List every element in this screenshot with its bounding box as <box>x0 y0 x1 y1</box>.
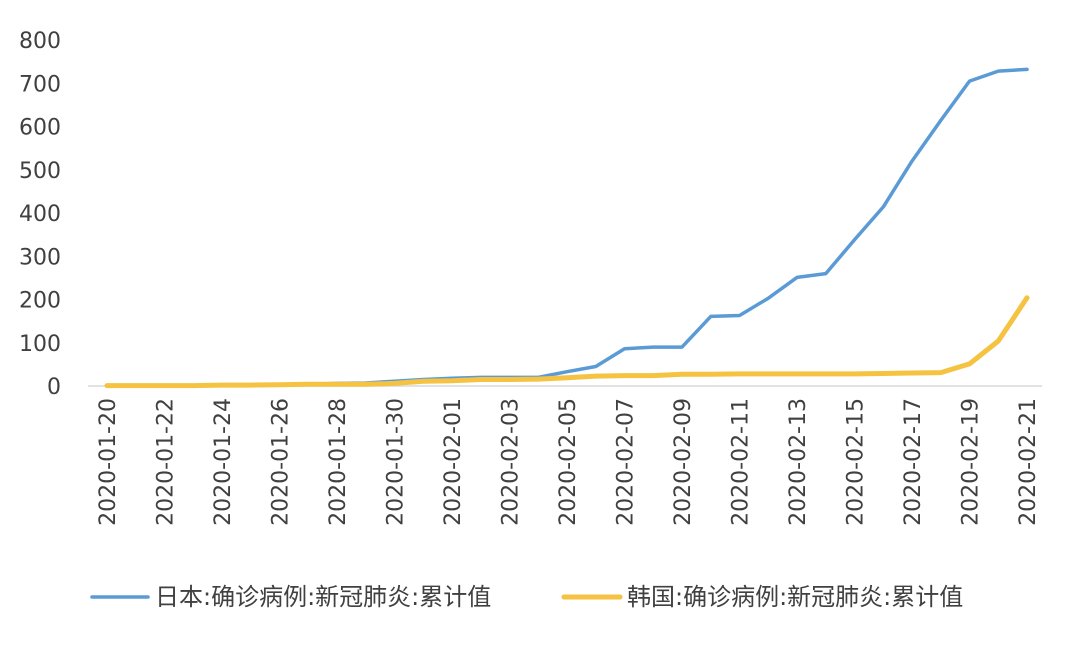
legend-label: 韩国:确诊病例:新冠肺炎:累计值 <box>627 583 963 611</box>
x-tick-label: 2020-01-22 <box>154 398 179 526</box>
series-lines <box>104 67 1030 389</box>
series-line-korea <box>104 295 1030 389</box>
x-tick-label: 2020-01-26 <box>269 398 294 526</box>
x-tick-label: 2020-02-11 <box>729 398 754 526</box>
x-tick-label: 2020-02-19 <box>959 398 984 526</box>
x-tick-label: 2020-02-13 <box>786 398 811 526</box>
y-tick-label: 400 <box>19 202 61 227</box>
x-axis-labels: 2020-01-20 2020-01-22 2020-01-24 2020-01-26… <box>96 398 1041 526</box>
x-tick-label: 2020-01-20 <box>96 398 121 526</box>
y-axis-labels: 0 100 200 300 400 500 600 700 800 <box>19 29 61 400</box>
x-tick-label: 2020-02-05 <box>556 398 581 526</box>
x-tick-label: 2020-01-24 <box>211 398 236 526</box>
legend-label: 日本:确诊病例:新冠肺炎:累计值 <box>155 583 491 611</box>
x-tick-label: 2020-02-21 <box>1016 398 1041 526</box>
series-line-japan <box>105 67 1029 388</box>
y-tick-label: 600 <box>19 116 61 141</box>
x-tick-label: 2020-02-07 <box>614 398 639 526</box>
y-tick-label: 500 <box>19 159 61 184</box>
legend: 日本:确诊病例:新冠肺炎:累计值 韩国:确诊病例:新冠肺炎:累计值 <box>90 583 963 611</box>
x-tick-label: 2020-02-15 <box>844 398 869 526</box>
y-tick-label: 300 <box>19 245 61 270</box>
y-tick-label: 0 <box>47 375 61 400</box>
x-tick-label: 2020-02-03 <box>499 398 524 526</box>
x-tick-label: 2020-02-01 <box>441 398 466 526</box>
x-tick-label: 2020-01-28 <box>326 398 351 526</box>
x-tick-label: 2020-02-17 <box>901 398 926 526</box>
x-tick-label: 2020-01-30 <box>384 398 409 526</box>
y-tick-label: 700 <box>19 72 61 97</box>
y-tick-label: 100 <box>19 332 61 357</box>
y-tick-label: 800 <box>19 29 61 54</box>
x-tick-label: 2020-02-09 <box>671 398 696 526</box>
y-tick-label: 200 <box>19 289 61 314</box>
